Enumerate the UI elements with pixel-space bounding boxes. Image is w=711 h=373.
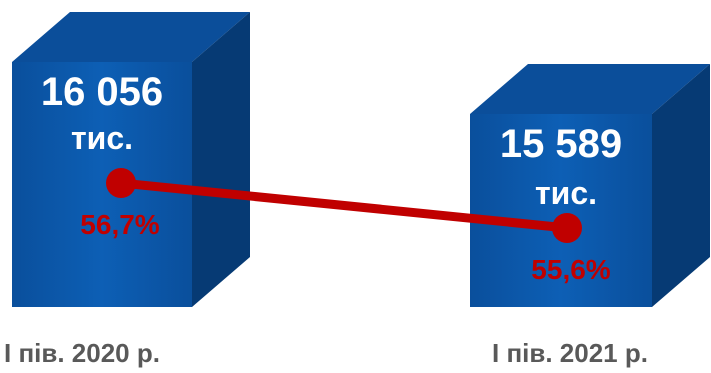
value-label: 15 589 xyxy=(500,122,622,166)
bar-2 xyxy=(470,64,710,307)
percent-label: 55,6% xyxy=(531,254,610,285)
bar-1 xyxy=(12,12,250,307)
category-label: I пів. 2020 р. xyxy=(4,338,160,368)
value-label: 16 056 xyxy=(41,70,163,114)
unit-label: тис. xyxy=(535,175,597,211)
unit-label: тис. xyxy=(71,120,133,156)
labels: 16 056 тис. I пів. 2020 р. 15 589 тис. I пів.… xyxy=(4,70,648,368)
bar-side-face xyxy=(652,64,710,307)
percent-label: 56,7% xyxy=(80,209,159,240)
category-label: I пів. 2021 р. xyxy=(492,338,648,368)
percent-line xyxy=(106,168,582,243)
bars xyxy=(12,12,710,307)
bar-top-face xyxy=(470,64,710,114)
percent-marker xyxy=(106,168,136,198)
bar-top-face xyxy=(12,12,250,62)
bar-front-face xyxy=(470,114,652,307)
percent-marker xyxy=(552,213,582,243)
bar-side-face xyxy=(192,12,250,307)
percent-line-segment xyxy=(116,178,572,233)
